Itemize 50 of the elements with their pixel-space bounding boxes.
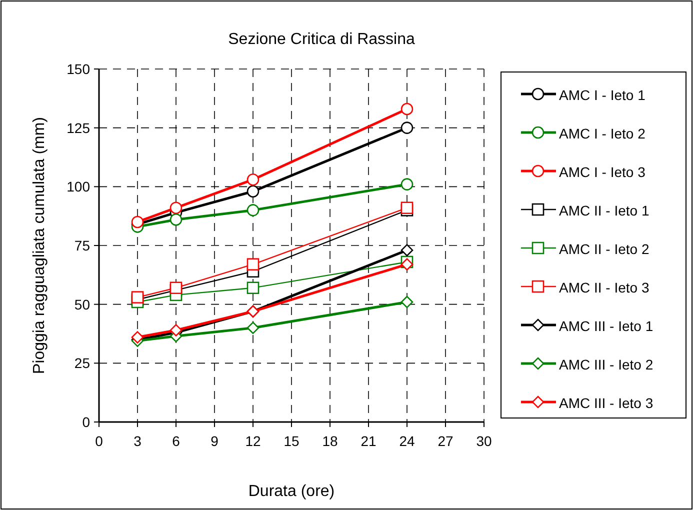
x-tick-label: 6 — [172, 433, 180, 449]
point — [170, 324, 182, 336]
x-tick-label: 27 — [438, 433, 454, 449]
x-axis-title: Durata (ore) — [248, 483, 335, 500]
y-tick-label: 150 — [66, 61, 90, 77]
legend-label: AMC III - Ieto 1 — [559, 318, 654, 334]
point — [246, 204, 260, 216]
legend-label: AMC III - Ieto 2 — [559, 356, 654, 372]
point — [400, 296, 414, 308]
y-tick-label: 100 — [66, 178, 90, 195]
point — [400, 178, 414, 190]
point — [131, 216, 144, 228]
point — [246, 173, 260, 186]
x-tick-label: 24 — [399, 433, 415, 449]
x-tick-label: 9 — [210, 433, 219, 449]
x-tick-label: 3 — [134, 433, 142, 449]
x-tick-label: 0 — [95, 433, 104, 449]
point — [246, 258, 260, 270]
x-tick-label: 21 — [360, 433, 376, 449]
x-tick-label: 12 — [245, 433, 261, 449]
x-tick-label: 18 — [322, 433, 338, 449]
y-tick-label: 50 — [74, 296, 90, 312]
point — [400, 202, 414, 214]
point — [246, 282, 260, 294]
legend-label: AMC I - Ieto 2 — [559, 126, 646, 142]
y-tick-label: 25 — [74, 355, 90, 372]
y-tick-label: 0 — [82, 414, 90, 430]
point — [246, 322, 260, 334]
point — [400, 102, 414, 116]
point — [400, 244, 414, 256]
chart-title: Sezione Critica di Rassina — [228, 31, 415, 48]
y-tick-label: 75 — [74, 238, 90, 254]
point — [170, 282, 182, 294]
y-tick-label: 125 — [66, 120, 90, 136]
legend-label: AMC I - Ieto 1 — [559, 87, 646, 103]
point — [131, 291, 144, 304]
point — [170, 202, 182, 214]
point — [246, 185, 260, 198]
x-tick-label: 30 — [476, 433, 492, 449]
y-axis-title: Pioggia ragguagliata cumulata (mm) — [31, 116, 48, 374]
legend-label: AMC II - Ieto 3 — [559, 280, 650, 296]
point — [400, 258, 414, 270]
legend-label: AMC II - Ieto 2 — [559, 241, 650, 257]
legend-label: AMC II - Ieto 1 — [559, 202, 650, 218]
legend-label: AMC I - Ieto 3 — [559, 164, 646, 180]
point — [400, 122, 414, 134]
x-tick-label: 15 — [284, 433, 300, 449]
point — [170, 213, 182, 226]
legend-label: AMC III - Ieto 3 — [559, 395, 654, 411]
point — [131, 331, 144, 344]
